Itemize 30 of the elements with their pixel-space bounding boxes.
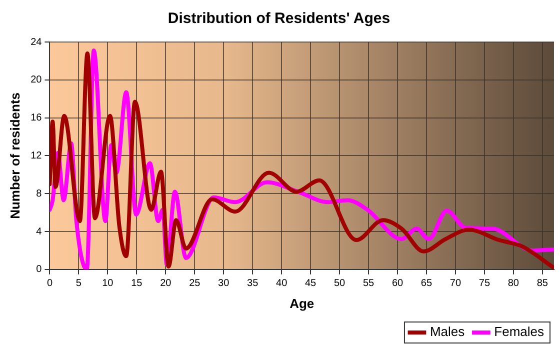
y-tick-label: 12: [30, 150, 42, 162]
y-tick-label: 4: [36, 226, 42, 238]
x-tick-label: 25: [189, 278, 201, 290]
x-tick-label: 55: [362, 278, 375, 290]
y-tick-label: 20: [30, 74, 42, 86]
x-tick-label: 0: [46, 278, 53, 290]
chart-title: Distribution of Residents' Ages: [168, 10, 390, 28]
x-tick-label: 35: [247, 278, 259, 290]
x-tick-label: 50: [334, 278, 346, 290]
x-tick-label: 20: [160, 278, 172, 290]
x-tick-label: 60: [392, 278, 404, 290]
y-tick-label: 0: [36, 264, 42, 276]
y-tick-label: 16: [30, 112, 42, 124]
x-tick-label: 40: [276, 278, 288, 290]
x-tick-label: 80: [508, 278, 520, 290]
x-axis-title: Age: [290, 296, 314, 311]
legend-label: Males: [430, 324, 466, 340]
x-tick-label: 85: [536, 278, 548, 290]
y-axis-title: Number of residents: [7, 92, 22, 219]
legend-label: Females: [494, 324, 544, 340]
x-tick-label: 65: [420, 278, 432, 290]
y-tick-label: 8: [36, 188, 42, 200]
x-tick-label: 10: [102, 278, 114, 290]
x-tick-label: 15: [131, 278, 143, 290]
x-tick-label: 5: [76, 278, 82, 290]
x-tick-label: 75: [478, 278, 490, 290]
y-tick-label: 24: [30, 36, 42, 48]
x-tick-label: 45: [304, 278, 317, 290]
x-tick-label: 30: [218, 278, 230, 290]
x-tick-label: 70: [450, 278, 462, 290]
